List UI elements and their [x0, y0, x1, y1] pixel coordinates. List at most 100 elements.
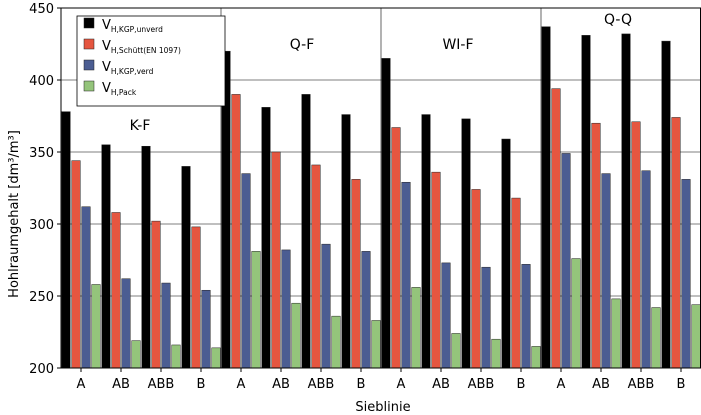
bar-Q-Q-AB-s1	[581, 35, 591, 369]
bar-K-F-ABB-s2	[151, 220, 161, 369]
bar-Q-Q-A-s1	[541, 26, 551, 369]
bar-WI-F-A-s2	[391, 127, 401, 369]
bar-Q-Q-AB-s4	[611, 298, 621, 369]
group-label-Q-Q: Q-Q	[604, 12, 632, 28]
bar-Q-F-AB-s4	[291, 302, 301, 369]
x-tick-label: B	[357, 377, 366, 392]
bar-WI-F-B-s2	[511, 197, 521, 369]
legend-label-2: VH,Schütt(EN 1097)	[102, 39, 181, 55]
x-tick-label: A	[557, 377, 566, 392]
bar-Q-Q-B-s4	[691, 304, 701, 369]
bar-Q-Q-AB-s2	[591, 122, 601, 369]
bar-Q-Q-ABB-s3	[641, 170, 651, 369]
x-tick-label: A	[77, 377, 86, 392]
bar-Q-Q-ABB-s1	[621, 33, 631, 369]
bar-Q-Q-A-s3	[561, 153, 571, 369]
bar-WI-F-A-s1	[381, 58, 391, 369]
bar-WI-F-ABB-s4	[491, 338, 501, 369]
bar-K-F-B-s1	[181, 166, 191, 369]
legend-swatch-1	[83, 17, 95, 29]
bar-Q-Q-ABB-s2	[631, 121, 641, 369]
bar-WI-F-B-s1	[501, 138, 511, 369]
legend-swatch-3	[83, 59, 95, 71]
bar-WI-F-AB-s4	[451, 333, 461, 369]
bar-K-F-AB-s1	[101, 144, 111, 369]
y-tick-label: 400	[29, 74, 54, 89]
bar-Q-F-B-s3	[361, 251, 371, 369]
bar-Q-F-A-s4	[251, 251, 261, 369]
bar-Q-F-B-s1	[341, 114, 351, 369]
bar-WI-F-ABB-s3	[481, 266, 491, 369]
legend-label-3: VH,KGP,verd	[102, 60, 154, 76]
bar-WI-F-AB-s1	[421, 114, 431, 369]
legend: VH,KGP,unverd VH,Schütt(EN 1097) VH,KGP,ve…	[76, 15, 226, 107]
x-tick-label: AB	[592, 377, 610, 392]
x-tick-label: B	[677, 377, 686, 392]
bar-WI-F-A-s3	[401, 181, 411, 369]
x-tick-label: ABB	[148, 377, 175, 392]
bar-K-F-AB-s4	[131, 340, 141, 369]
x-axis-ticks: A AB ABB B A AB ABB B A AB ABB B A AB ABB B	[77, 368, 686, 392]
y-axis-title: Hohlraumgehalt [dm³/m³]	[7, 130, 22, 298]
bar-Q-F-ABB-s1	[301, 94, 311, 369]
bar-K-F-A-s4	[91, 284, 101, 369]
x-tick-label: B	[197, 377, 206, 392]
bar-WI-F-ABB-s1	[461, 118, 471, 369]
legend-label-4: VH,Pack	[102, 81, 137, 97]
x-tick-label: A	[397, 377, 406, 392]
x-tick-label: AB	[432, 377, 450, 392]
bar-K-F-A-s2	[71, 160, 81, 369]
legend-swatch-4	[83, 80, 95, 92]
bar-Q-Q-ABB-s4	[651, 307, 661, 369]
x-tick-label: A	[237, 377, 246, 392]
bar-K-F-B-s2	[191, 226, 201, 369]
bar-Q-F-ABB-s2	[311, 164, 321, 369]
y-tick-label: 300	[29, 218, 54, 233]
x-tick-label: AB	[272, 377, 290, 392]
bar-Q-Q-AB-s3	[601, 173, 611, 369]
x-tick-label: ABB	[308, 377, 335, 392]
bar-WI-F-AB-s2	[431, 171, 441, 369]
bar-Q-Q-B-s2	[671, 117, 681, 369]
bar-Q-F-A-s2	[231, 94, 241, 369]
bar-Q-F-B-s4	[371, 320, 381, 369]
bar-Q-F-AB-s1	[261, 107, 271, 369]
bar-K-F-B-s3	[201, 289, 211, 369]
bar-K-F-ABB-s4	[171, 344, 181, 369]
bar-WI-F-AB-s3	[441, 262, 451, 369]
y-tick-label: 200	[29, 362, 54, 377]
bar-WI-F-ABB-s2	[471, 189, 481, 369]
legend-label-1: VH,KGP,unverd	[102, 18, 163, 34]
bar-Q-F-B-s2	[351, 179, 361, 369]
bar-Q-F-ABB-s4	[331, 315, 341, 369]
x-tick-label: ABB	[628, 377, 655, 392]
bar-Q-Q-A-s4	[571, 258, 581, 369]
bar-K-F-A-s1	[61, 111, 71, 369]
bar-Q-F-AB-s2	[271, 151, 281, 369]
bar-Q-Q-A-s2	[551, 88, 561, 369]
bar-WI-F-A-s4	[411, 287, 421, 369]
bar-WI-F-B-s4	[531, 346, 541, 369]
x-tick-label: AB	[112, 377, 130, 392]
bar-Q-Q-B-s3	[681, 179, 691, 369]
legend-swatch-2	[83, 38, 95, 50]
legend-box	[76, 15, 226, 107]
x-axis-title: Sieblinie	[355, 400, 410, 415]
group-label-WI-F: WI-F	[442, 37, 473, 53]
bar-Q-F-AB-s3	[281, 249, 291, 369]
y-tick-label: 250	[29, 290, 54, 305]
y-tick-label: 450	[29, 2, 54, 17]
x-tick-label: B	[517, 377, 526, 392]
bar-Q-F-ABB-s3	[321, 243, 331, 369]
group-labels: K-F Q-F WI-F Q-Q	[130, 12, 632, 134]
bar-K-F-ABB-s3	[161, 282, 171, 369]
bar-WI-F-B-s3	[521, 264, 531, 369]
bar-Q-Q-B-s1	[661, 40, 671, 369]
bars	[61, 26, 701, 369]
group-label-Q-F: Q-F	[290, 37, 315, 53]
bar-K-F-B-s4	[211, 347, 221, 369]
group-label-K-F: K-F	[130, 118, 151, 134]
bar-K-F-A-s3	[81, 206, 91, 369]
bar-K-F-AB-s3	[121, 278, 131, 369]
